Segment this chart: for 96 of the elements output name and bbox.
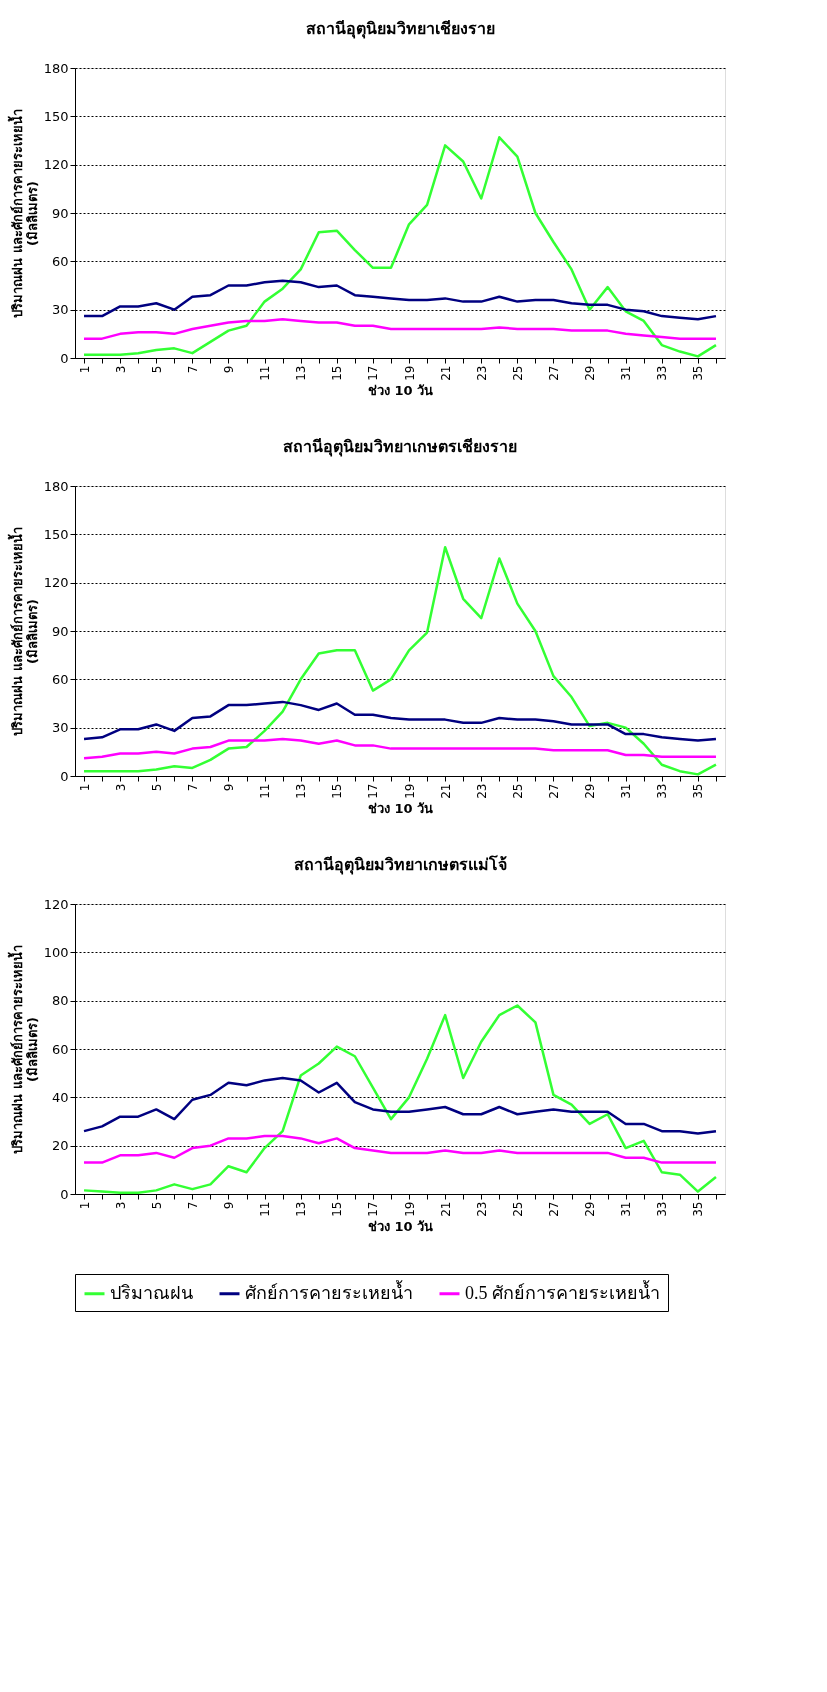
x-tick-label: 25 xyxy=(510,783,525,799)
x-axis-title: ช่วง 10 วัน xyxy=(367,382,434,398)
x-tick-label: 1 xyxy=(77,365,92,374)
y-tick-label: 30 xyxy=(51,302,69,318)
y-tick-label: 20 xyxy=(51,1138,69,1154)
x-tick-label: 33 xyxy=(655,365,670,381)
x-tick-label: 23 xyxy=(474,365,489,381)
x-tick-label: 13 xyxy=(294,365,309,381)
x-axis-title: ช่วง 10 วัน xyxy=(367,1218,434,1234)
x-axis-title: ช่วง 10 วัน xyxy=(367,800,434,816)
x-tick-label: 11 xyxy=(258,783,273,799)
x-tick-label: 7 xyxy=(185,365,200,374)
x-tick-label: 29 xyxy=(583,783,598,799)
x-tick-label: 27 xyxy=(546,783,561,799)
x-tick-label: 13 xyxy=(294,783,309,799)
legend-label: ปริมาณฝน xyxy=(110,1282,193,1303)
x-tick-label: 7 xyxy=(185,783,200,792)
x-tick-label: 19 xyxy=(402,1201,417,1217)
line-series xyxy=(82,737,718,760)
line-series xyxy=(82,1134,718,1164)
y-tick-label: 0 xyxy=(60,350,69,366)
x-tick-label: 21 xyxy=(438,365,453,381)
y-tick-label: 120 xyxy=(43,157,69,173)
y-tick-label: 150 xyxy=(43,526,69,542)
x-tick-label: 1 xyxy=(77,1201,92,1210)
x-tick-label: 5 xyxy=(149,1201,164,1210)
y-tick-label: 180 xyxy=(43,478,69,494)
chart-title: สถานีอุตุนิยมวิทยาเกษตรแม่โจ้ xyxy=(293,854,507,875)
x-tick-label: 3 xyxy=(113,1201,128,1210)
y-tick-label: 90 xyxy=(51,205,69,221)
x-tick-label: 1 xyxy=(77,783,92,792)
y-tick-label: 0 xyxy=(60,1186,69,1202)
y-axis-title: ปริมาณฝน และศักย์การคายระเหยน้ำ (มิลลิเมตร) xyxy=(6,945,40,1154)
y-tick-label: 80 xyxy=(51,993,69,1009)
x-tick-label: 11 xyxy=(258,365,273,381)
x-tick-label: 25 xyxy=(510,365,525,381)
x-tick-label: 17 xyxy=(366,1201,381,1217)
x-tick-label: 9 xyxy=(221,1201,236,1210)
x-tick-label: 19 xyxy=(402,783,417,799)
line-series xyxy=(82,1076,718,1135)
x-tick-label: 35 xyxy=(691,365,706,381)
x-tick-label: 11 xyxy=(258,1201,273,1217)
line-series xyxy=(82,136,718,358)
y-tick-label: 100 xyxy=(43,944,69,960)
y-tick-label: 0 xyxy=(60,768,69,784)
x-tick-label: 31 xyxy=(619,365,634,381)
x-tick-label: 5 xyxy=(149,783,164,792)
legend-label: ศักย์การคายระเหยน้ำ xyxy=(245,1279,413,1303)
x-tick-label: 33 xyxy=(655,783,670,799)
x-tick-label: 17 xyxy=(366,783,381,799)
line-series xyxy=(82,279,718,321)
y-tick-label: 120 xyxy=(43,896,69,912)
x-tick-label: 21 xyxy=(438,1201,453,1217)
y-tick-label: 40 xyxy=(51,1089,69,1105)
x-tick-label: 29 xyxy=(583,1201,598,1217)
x-tick-label: 17 xyxy=(366,365,381,381)
x-tick-label: 15 xyxy=(330,1201,345,1217)
y-tick-label: 150 xyxy=(43,108,69,124)
y-tick-label: 60 xyxy=(51,253,69,269)
y-tick-label: 90 xyxy=(51,623,69,639)
line-series xyxy=(82,1004,718,1195)
x-tick-label: 13 xyxy=(294,1201,309,1217)
x-tick-label: 33 xyxy=(655,1201,670,1217)
x-tick-label: 27 xyxy=(546,365,561,381)
y-tick-label: 60 xyxy=(51,671,69,687)
legend-label: 0.5 ศักย์การคายระเหยน้ำ xyxy=(465,1279,660,1303)
x-tick-label: 23 xyxy=(474,1201,489,1217)
x-tick-label: 21 xyxy=(438,783,453,799)
x-tick-label: 27 xyxy=(546,1201,561,1217)
y-tick-label: 60 xyxy=(51,1041,69,1057)
x-tick-label: 7 xyxy=(185,1201,200,1210)
x-tick-label: 9 xyxy=(221,783,236,792)
x-tick-label: 5 xyxy=(149,365,164,374)
line-series xyxy=(82,700,718,742)
line-series xyxy=(82,318,718,340)
x-tick-label: 35 xyxy=(691,1201,706,1217)
x-tick-label: 29 xyxy=(583,365,598,381)
chart-title: สถานีอุตุนิยมวิทยาเกษตรเชียงราย xyxy=(283,437,517,457)
x-tick-label: 25 xyxy=(510,1201,525,1217)
y-tick-label: 30 xyxy=(51,720,69,736)
x-tick-label: 3 xyxy=(113,365,128,374)
x-tick-label: 19 xyxy=(402,365,417,381)
x-tick-label: 15 xyxy=(330,783,345,799)
x-tick-label: 35 xyxy=(691,783,706,799)
y-axis-title: ปริมาณฝน และศักย์การคายระเหยน้ำ (มิลลิเมตร) xyxy=(6,109,40,318)
line-series xyxy=(82,545,718,776)
chart-title: สถานีอุตุนิยมวิทยาเชียงราย xyxy=(305,19,495,39)
x-tick-label: 31 xyxy=(619,783,634,799)
x-tick-label: 15 xyxy=(330,365,345,381)
x-tick-label: 23 xyxy=(474,783,489,799)
y-axis-title: ปริมาณฝน และศักย์การคายระเหยน้ำ (มิลลิเมตร) xyxy=(6,527,40,736)
y-tick-label: 120 xyxy=(43,575,69,591)
x-tick-label: 3 xyxy=(113,783,128,792)
x-tick-label: 31 xyxy=(619,1201,634,1217)
x-tick-label: 9 xyxy=(221,365,236,374)
y-tick-label: 180 xyxy=(43,60,69,76)
